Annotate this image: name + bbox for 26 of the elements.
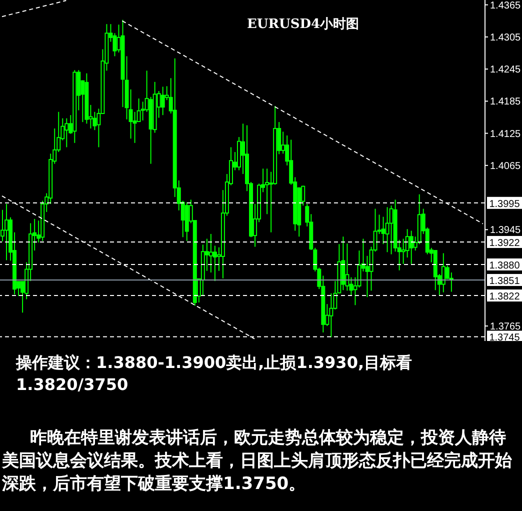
ref-line-label: 1.3851: [489, 276, 520, 287]
ref-line-label: 1.3880: [489, 260, 520, 272]
y-tick-label: 1.4365: [490, 0, 522, 12]
candlestick: [385, 206, 390, 253]
ref-line-label: 1.3822: [489, 292, 520, 302]
candlestick: [341, 236, 346, 291]
y-tick-label: 1.4305: [490, 32, 522, 44]
text: 昨晚在特里谢发表讲话后，欧元走势总体较为稳定，投资人静待美国议息会议结果。技术上看，日图上头肩顶形态反扑已经完成开始深跌，后市有望下破重要支撑1.3750。: [2, 427, 513, 496]
y-tick-label: 1.4245: [490, 64, 522, 76]
y-tick-label: 1.4185: [490, 96, 522, 108]
y-tick-label: 1.3945: [490, 225, 522, 236]
y-tick-label: 1.4125: [490, 128, 522, 140]
text: 操作建议：1.3880-1.3900卖出,止损1.3930,目标看1.3820/3750: [16, 352, 414, 396]
ref-line-label: 1.3995: [489, 198, 520, 210]
candlestick: [208, 233, 213, 273]
candlestick: [381, 216, 386, 245]
ref-line-label: 1.3745: [489, 332, 520, 344]
candlestick: [160, 86, 165, 116]
y-tick-label: 1.3765: [490, 322, 522, 333]
candlestick: [4, 203, 9, 261]
candlestick: [409, 230, 414, 264]
candlestick: [441, 252, 446, 293]
text: EURUSD4小时图: [247, 16, 360, 33]
ref-line-label: 1.3922: [489, 238, 520, 249]
y-tick-label: 1.4065: [490, 160, 522, 172]
candlestick: [64, 118, 69, 148]
